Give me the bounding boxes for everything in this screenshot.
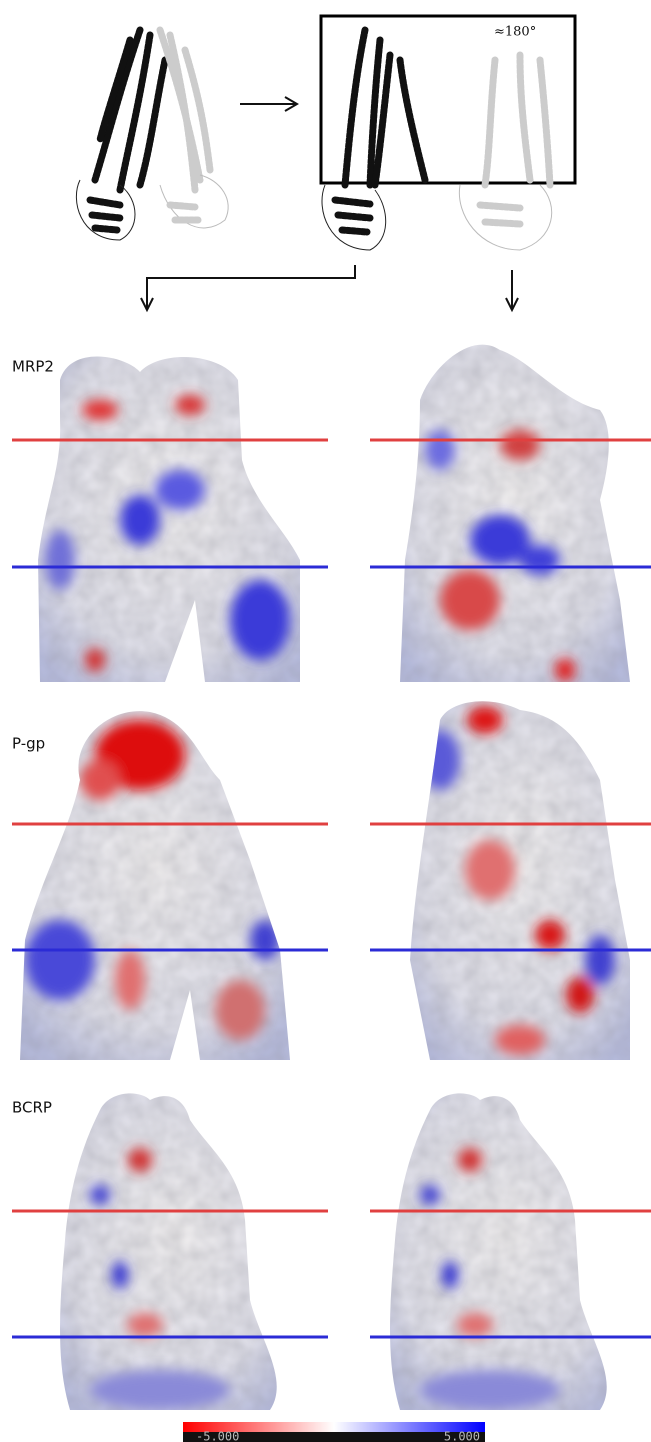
surface-part-part bbox=[470, 515, 530, 565]
surface-part bbox=[425, 430, 575, 682]
ribbon-structure-part bbox=[136, 56, 169, 189]
panel-label: P-gp bbox=[12, 735, 45, 753]
ribbon-structure-part bbox=[116, 31, 154, 194]
surface-part-part bbox=[250, 920, 280, 960]
surface-part-part bbox=[82, 400, 118, 420]
arrow bbox=[240, 96, 299, 112]
surface bbox=[410, 701, 630, 1060]
surface bbox=[20, 711, 290, 1060]
surface-part-part bbox=[420, 1370, 560, 1410]
surface-part-part bbox=[90, 1185, 110, 1205]
surface-part bbox=[400, 344, 630, 682]
ribbon-structure-part bbox=[181, 46, 214, 174]
panel-label: BCRP bbox=[12, 1099, 52, 1117]
surface-part bbox=[25, 720, 280, 1040]
surface-part-part bbox=[465, 840, 515, 900]
surface-part-part bbox=[155, 470, 205, 510]
ribbon-structure-part bbox=[166, 31, 199, 194]
frame bbox=[319, 14, 577, 185]
colorbar-max: 5.000 bbox=[444, 1430, 480, 1442]
colorbar-min: -5.000 bbox=[196, 1430, 239, 1442]
surface bbox=[60, 1093, 277, 1410]
ribbon-structure bbox=[75, 26, 229, 241]
surface-part-part bbox=[440, 570, 500, 630]
ribbon-structure-part bbox=[366, 36, 384, 189]
surface-part bbox=[60, 1093, 277, 1410]
surface-part-part bbox=[45, 530, 75, 590]
ribbon-structure-part bbox=[96, 36, 134, 144]
surface-part bbox=[90, 1148, 230, 1410]
ribbon-structure-part bbox=[476, 201, 524, 228]
ribbon-structure-part bbox=[341, 26, 369, 189]
surface-part-part bbox=[80, 760, 120, 800]
colorbar-base bbox=[183, 1432, 485, 1442]
ribbon-structure-part bbox=[458, 184, 553, 251]
surface-part-part bbox=[442, 1261, 458, 1289]
ribbon-structure-part bbox=[321, 184, 387, 251]
surface-part-part bbox=[90, 1370, 230, 1410]
surface-part-part bbox=[585, 935, 615, 985]
surface-part-part bbox=[457, 1313, 493, 1337]
surface-part-part bbox=[128, 1148, 152, 1172]
surface-part bbox=[390, 1093, 607, 1410]
ribbon-structure-part bbox=[516, 51, 534, 184]
surface-part-part bbox=[420, 730, 460, 790]
ribbon-structure-part bbox=[536, 56, 554, 189]
surface bbox=[400, 344, 630, 682]
surface-part-part bbox=[112, 1261, 128, 1289]
ribbon-structure-part bbox=[75, 179, 136, 241]
arrow bbox=[140, 265, 356, 313]
surface-part-part bbox=[115, 950, 145, 1010]
surface-part-part bbox=[230, 580, 290, 660]
surface bbox=[38, 356, 300, 682]
surface-part-part bbox=[25, 920, 95, 1000]
surface-part-part bbox=[467, 706, 503, 734]
ribbon-structure-part bbox=[396, 56, 429, 184]
surface-part-part bbox=[458, 1148, 482, 1172]
colorbar bbox=[183, 1422, 485, 1432]
ribbon-structure-part bbox=[371, 51, 394, 189]
surface-part-part bbox=[425, 430, 455, 470]
surface-part-part bbox=[566, 977, 594, 1013]
ribbon-structure-part bbox=[166, 201, 204, 224]
membrane-lines bbox=[12, 438, 651, 1339]
ribbon-structure bbox=[321, 26, 554, 251]
surface-part bbox=[45, 395, 290, 672]
surface-part-part bbox=[420, 1185, 440, 1205]
ribbon-structure-part bbox=[331, 196, 374, 236]
surface-part-part bbox=[555, 658, 575, 682]
ribbon-structure-part bbox=[91, 26, 144, 184]
arrow bbox=[505, 270, 519, 313]
surface-part-part bbox=[85, 648, 105, 672]
surface-part-part bbox=[127, 1313, 163, 1337]
surface-part bbox=[420, 1148, 560, 1410]
surface-part-part bbox=[215, 980, 265, 1040]
panel-label: MRP2 bbox=[12, 358, 54, 376]
surface bbox=[390, 1093, 607, 1410]
ribbon-structure-part bbox=[86, 196, 124, 234]
surface-part-part bbox=[535, 920, 565, 950]
surface-part-part bbox=[500, 430, 540, 460]
surface-part-part bbox=[120, 495, 160, 545]
ribbon-structure-part bbox=[481, 56, 499, 189]
rotation-label: ≈180° bbox=[494, 25, 536, 40]
surface-part-part bbox=[520, 545, 560, 575]
surface-part-part bbox=[175, 395, 205, 415]
surface-part-part bbox=[495, 1025, 545, 1055]
ribbon-structure-part bbox=[159, 174, 229, 229]
